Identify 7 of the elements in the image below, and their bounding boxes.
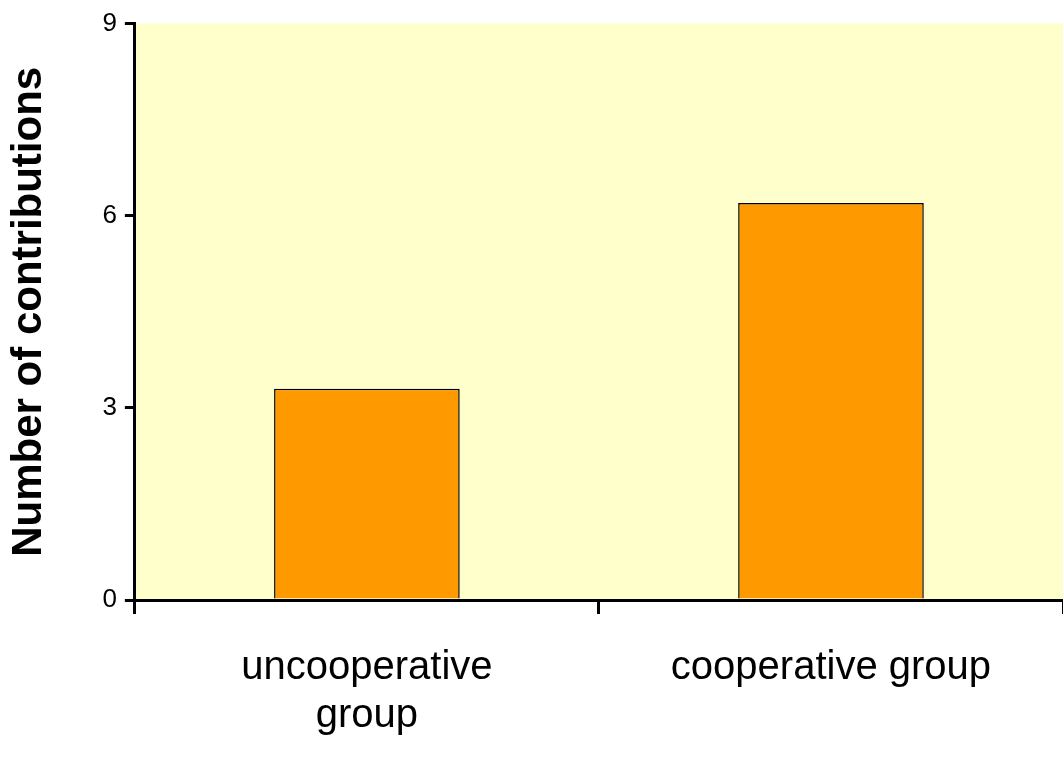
y-tick-label: 9 — [102, 6, 117, 37]
x-tick-label: uncooperative group — [241, 643, 493, 736]
y-axis-title: Number of contributions — [2, 66, 50, 557]
y-tick-label: 3 — [102, 391, 117, 422]
y-tick-label: 0 — [102, 583, 117, 614]
x-tick-label: cooperative group — [670, 643, 992, 688]
y-tick-label: 6 — [102, 198, 117, 229]
